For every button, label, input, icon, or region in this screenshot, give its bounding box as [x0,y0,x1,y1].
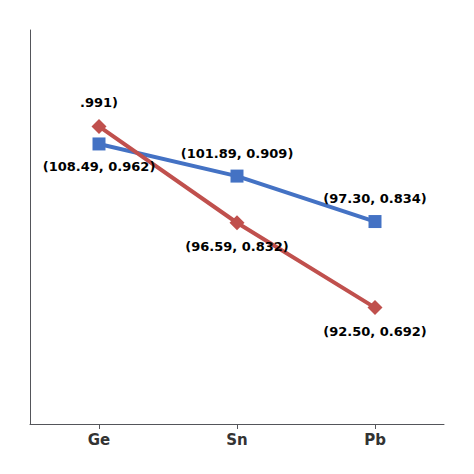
svg-text:(108.49, 0.962): (108.49, 0.962) [43,159,156,174]
svg-text:.991): .991) [80,95,118,110]
svg-text:(92.50, 0.692): (92.50, 0.692) [323,324,427,339]
svg-text:Ge: Ge [88,431,111,449]
svg-text:(101.89, 0.909): (101.89, 0.909) [181,146,294,161]
svg-text:(96.59, 0.832): (96.59, 0.832) [185,239,289,254]
svg-text:(97.30, 0.834): (97.30, 0.834) [323,191,427,206]
svg-text:Sn: Sn [226,431,247,449]
svg-text:Pb: Pb [364,431,386,449]
